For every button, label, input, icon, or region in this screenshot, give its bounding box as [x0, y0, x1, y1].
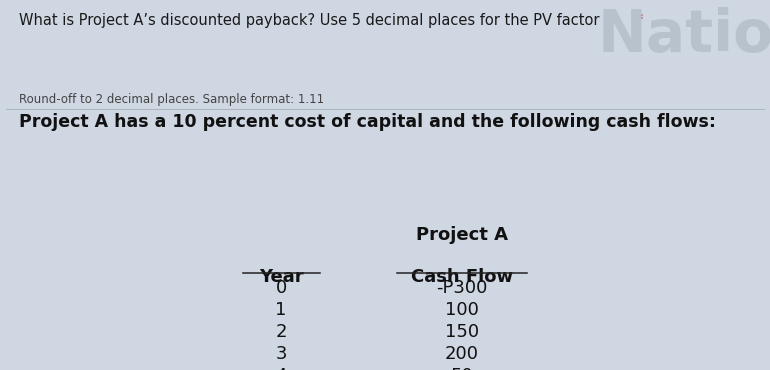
Text: Year: Year: [259, 268, 303, 286]
Text: 3: 3: [276, 345, 286, 363]
Text: Round-off to 2 decimal places. Sample format: 1.11: Round-off to 2 decimal places. Sample fo…: [19, 92, 324, 105]
Text: Project A has a 10 percent cost of capital and the following cash flows:: Project A has a 10 percent cost of capit…: [19, 113, 716, 131]
Text: 100: 100: [445, 301, 479, 319]
Text: *: *: [635, 13, 643, 28]
Text: 4: 4: [276, 367, 286, 370]
Text: 200: 200: [445, 345, 479, 363]
Text: -P300: -P300: [437, 279, 487, 297]
Text: What is Project A’s discounted payback? Use 5 decimal places for the PV factor: What is Project A’s discounted payback? …: [19, 13, 604, 28]
Text: 150: 150: [445, 323, 479, 341]
Text: 1: 1: [276, 301, 286, 319]
Text: Natio: Natio: [598, 7, 770, 64]
Text: Project A: Project A: [416, 226, 508, 244]
Text: 50: 50: [450, 367, 474, 370]
Text: Cash Flow: Cash Flow: [411, 268, 513, 286]
Text: 2: 2: [276, 323, 286, 341]
Text: 0: 0: [276, 279, 286, 297]
